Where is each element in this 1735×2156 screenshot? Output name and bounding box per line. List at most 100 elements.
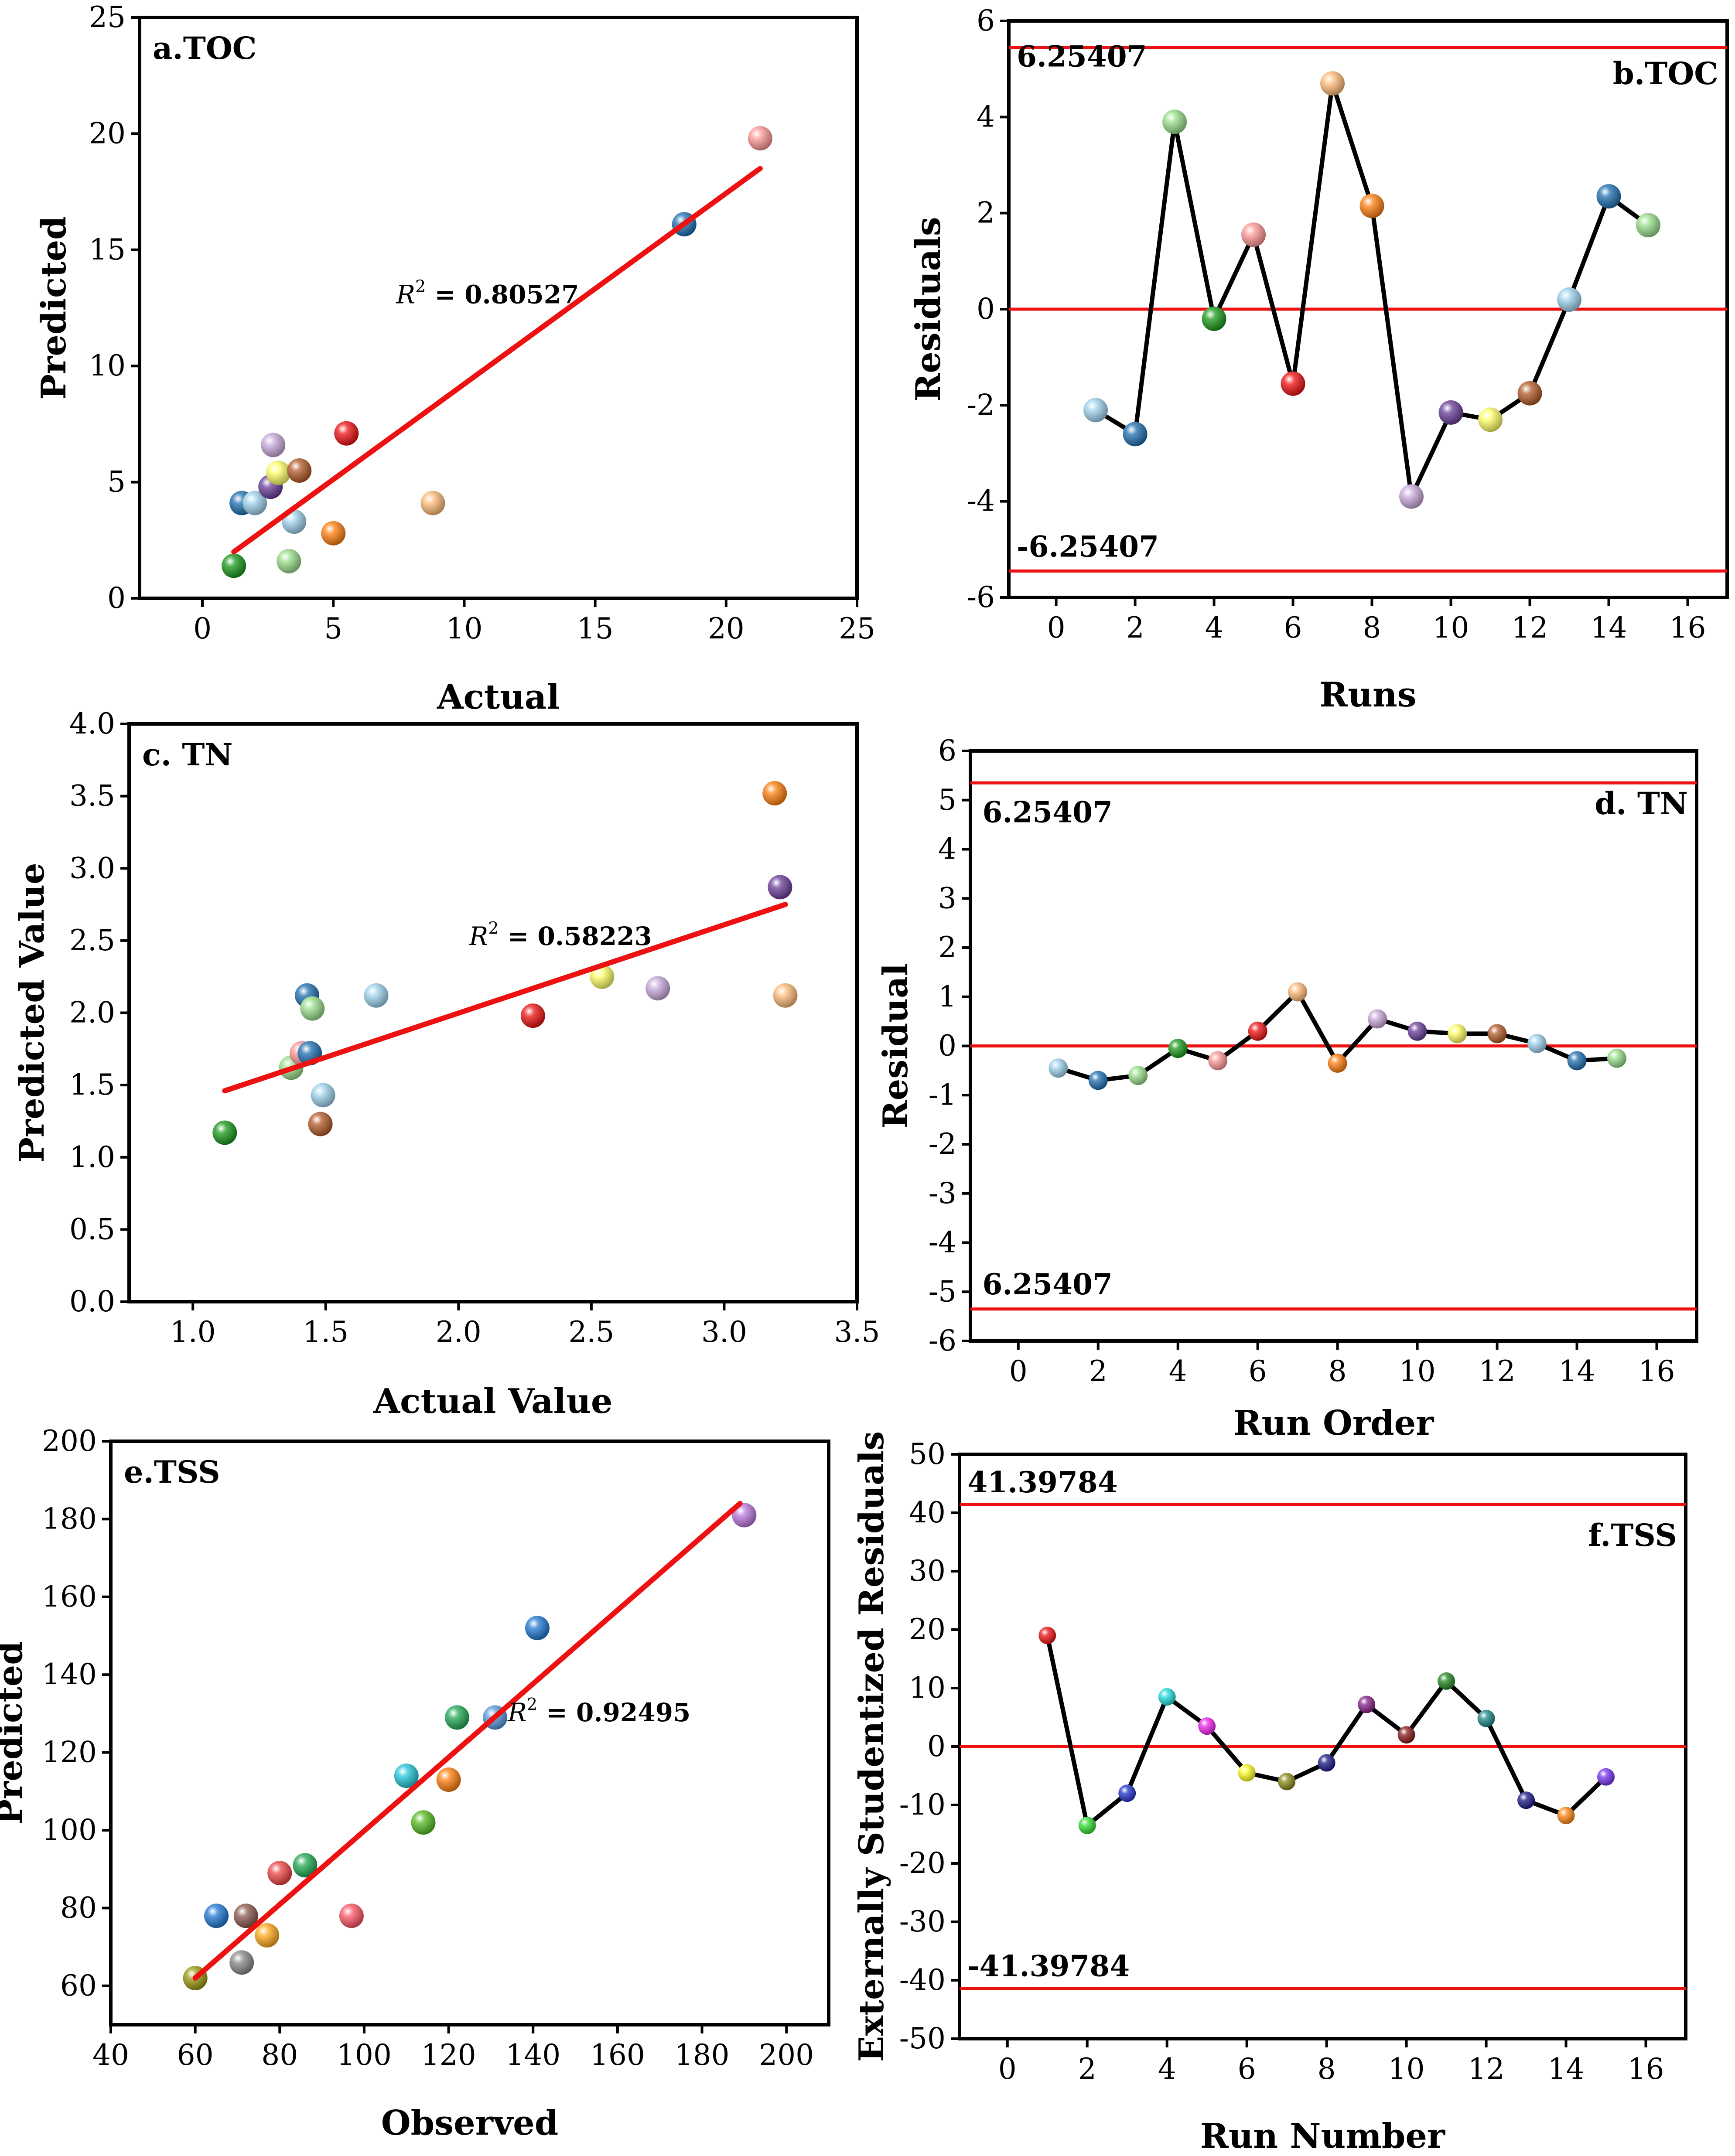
y-tick-label: -6 [967, 580, 995, 614]
x-tick-label: 140 [505, 2038, 560, 2072]
y-tick-label: 0 [977, 292, 995, 326]
y-tick-label: 200 [42, 1424, 97, 1458]
x-tick-label: 3.5 [834, 1315, 880, 1349]
y-tick-label: -1 [929, 1078, 956, 1112]
x-tick-label: 1.0 [170, 1315, 216, 1349]
y-tick-label: 1 [938, 980, 956, 1013]
scatter-point [255, 1923, 280, 1948]
y-tick-label: 140 [42, 1658, 97, 1691]
residual-point [1407, 1021, 1427, 1041]
residual-point [1078, 1816, 1096, 1834]
residual-point [1636, 213, 1661, 238]
x-tick-label: 8 [1318, 2052, 1336, 2086]
y-tick-label: 5 [107, 465, 126, 499]
y-tick-label: -4 [929, 1226, 956, 1259]
x-tick-label: 5 [324, 612, 342, 645]
x-tick-label: 2.5 [568, 1315, 614, 1349]
y-tick-label: -50 [899, 2022, 946, 2055]
y-tick-label: -3 [929, 1177, 956, 1210]
x-tick-label: 10 [446, 612, 482, 645]
y-tick-label: 30 [909, 1554, 946, 1588]
scatter-point [748, 126, 772, 151]
y-axis-title: Predicted [0, 1641, 30, 1825]
scatter-point [364, 983, 389, 1008]
x-tick-label: 12 [1468, 2052, 1505, 2086]
y-tick-label: -10 [899, 1788, 946, 1822]
x-tick-label: 60 [177, 2038, 214, 2072]
y-tick-label: 4 [938, 832, 956, 866]
x-tick-label: 8 [1329, 1354, 1347, 1388]
y-tick-label: 2.5 [69, 924, 115, 957]
y-tick-label: 80 [60, 1891, 97, 1924]
y-axis-title: Residual [876, 963, 915, 1129]
x-tick-label: 10 [1399, 1354, 1436, 1388]
panel-c-tn: 1.0 1.5 2.0 2.5 3.0 3.5 0.0 0.5 1.0 1.5 2.0 2.5 3.0 3… [12, 707, 880, 1421]
x-tick-label: 0 [1047, 611, 1066, 645]
residual-point [1438, 400, 1463, 425]
panel-label: c. TN [142, 737, 232, 773]
scatter-point [411, 1810, 436, 1835]
scatter-point [732, 1503, 757, 1528]
panel-label: a.TOC [153, 30, 257, 66]
limit-label: 6.25407 [982, 795, 1113, 829]
residual-point [1288, 982, 1308, 1002]
residual-point [1318, 1754, 1335, 1772]
residual-point [1281, 371, 1305, 396]
y-tick-label: 1.5 [69, 1068, 115, 1102]
panel-f-tss: 0 2 4 6 8 10 12 14 16 -50 -40 -30 -20 -10 0 10 20 30 40 50 R… [852, 1431, 1687, 2156]
y-tick-label: 60 [60, 1969, 97, 2002]
scatter-point [768, 875, 792, 900]
residual-point [1123, 422, 1148, 447]
scatter-point [436, 1767, 461, 1792]
x-tick-label: 4 [1205, 611, 1223, 645]
y-tick-label: 3 [938, 881, 956, 915]
y-tick-label: 5 [938, 783, 956, 817]
scatter-point [293, 1853, 318, 1878]
panel-a-toc: 0 5 10 15 20 25 0 5 10 15 20 25 Actual Predicted a.TOC… [34, 0, 875, 717]
x-tick-label: 1.5 [303, 1315, 348, 1349]
y-tick-label: 10 [909, 1671, 946, 1705]
x-tick-label: 3.0 [701, 1315, 747, 1349]
x-axis-title: Observed [381, 2103, 559, 2143]
scatter-point [308, 1112, 333, 1136]
residual-point [1248, 1021, 1267, 1041]
scatter-point [233, 1904, 258, 1928]
residual-point [1368, 1009, 1387, 1029]
residual-point [1397, 1726, 1415, 1744]
limit-label: 6.25407 [982, 1267, 1113, 1301]
r-squared-annotation: R2 = 0.92495 [507, 1695, 690, 1727]
y-tick-label: 4 [977, 100, 995, 133]
panel-e-tss: 40 60 80 100 120 140 160 180 200 60 80 100 120 140 160… [0, 1424, 830, 2143]
y-tick-label: -5 [929, 1275, 956, 1308]
x-tick-label: 10 [1433, 611, 1469, 645]
residual-point [1358, 1695, 1376, 1713]
x-tick-label: 4 [1158, 2052, 1176, 2086]
residual-point [1517, 381, 1542, 406]
x-tick-label: 2 [1126, 611, 1144, 645]
fit-line [222, 902, 788, 1094]
scatter-point [266, 461, 291, 485]
residual-point [1168, 1039, 1188, 1058]
y-tick-label: 25 [89, 0, 126, 34]
residual-point [1162, 109, 1187, 134]
scatter-point [229, 1950, 254, 1975]
y-axis-title: Predicted [34, 216, 74, 399]
plot-frame [127, 722, 859, 1303]
scatter-point [277, 549, 301, 573]
y-tick-label: 2 [938, 931, 956, 964]
panel-label: e.TSS [124, 1454, 220, 1490]
y-tick-label: -2 [929, 1127, 956, 1161]
y-tick-label: 180 [42, 1502, 97, 1535]
x-tick-label: 100 [337, 2038, 392, 2072]
y-axis-title: Residuals [908, 217, 948, 401]
x-tick-label: 12 [1512, 611, 1548, 645]
x-tick-label: 4 [1169, 1354, 1187, 1388]
limit-label: -6.25407 [1017, 529, 1159, 563]
y-tick-label: -2 [967, 388, 995, 422]
scatter-point [300, 996, 325, 1021]
residual-point [1567, 1051, 1587, 1071]
x-tick-label: 80 [261, 2038, 298, 2072]
x-tick-label: 6 [1284, 611, 1302, 645]
y-axis-title: Predicted Value [12, 863, 52, 1163]
